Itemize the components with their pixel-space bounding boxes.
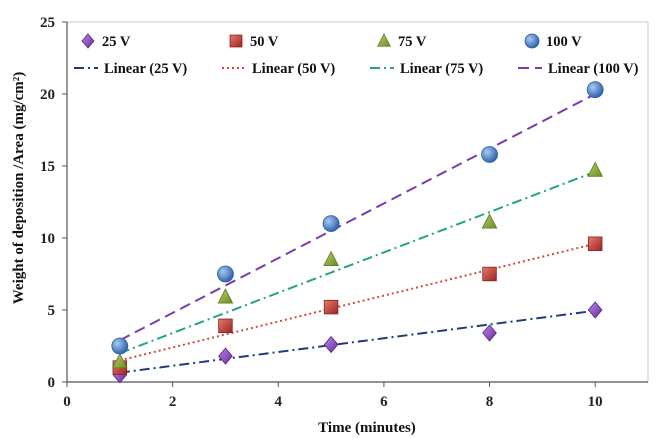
legend-label-series-3: 100 V (546, 34, 582, 50)
trend-line-series-3 (119, 93, 596, 342)
data-point-series-1 (218, 318, 233, 334)
legend-label-series-2: 75 V (398, 34, 427, 50)
y-tick-label: 25 (40, 15, 55, 31)
data-point-series-0 (323, 335, 339, 354)
legend-trend-label-series-0: Linear (25 V) (104, 61, 187, 77)
data-point-series-2 (323, 250, 339, 267)
trend-line-series-0 (119, 309, 596, 374)
data-point-series-2 (217, 288, 234, 304)
legend-trend-label-series-3: Linear (100 V) (548, 61, 639, 77)
data-point-series-2 (481, 213, 498, 229)
y-tick-label: 5 (48, 303, 56, 319)
x-tick-label: 0 (63, 394, 71, 410)
data-point-series-3 (217, 265, 234, 283)
data-point-series-1 (587, 236, 603, 251)
y-tick-label: 15 (40, 159, 55, 175)
y-axis-title: Weight of deposition /Area (mg/cm²) (11, 72, 27, 305)
data-point-series-0 (482, 324, 497, 342)
legend-trend-label-series-2: Linear (75 V) (400, 61, 483, 77)
y-tick-label: 10 (40, 231, 55, 247)
y-tick-label: 0 (48, 375, 56, 391)
data-point-series-3 (481, 146, 498, 163)
legend-marker-series-0 (81, 33, 95, 49)
data-point-series-1 (482, 266, 497, 282)
data-point-series-1 (323, 299, 339, 315)
x-tick-label: 6 (380, 394, 388, 410)
x-tick-label: 10 (588, 394, 603, 410)
x-axis-title: Time (minutes) (318, 420, 416, 436)
legend-trend-label-series-1: Linear (50 V) (252, 61, 335, 77)
data-point-series-3 (111, 337, 129, 355)
x-tick-label: 2 (169, 394, 177, 410)
legend-label-series-1: 50 V (250, 34, 279, 50)
data-point-series-3 (586, 81, 604, 99)
data-point-series-2 (111, 352, 128, 369)
x-tick-label: 4 (275, 394, 283, 410)
data-point-series-3 (322, 215, 340, 233)
trend-line-series-1 (119, 242, 596, 362)
legend-marker-series-2 (377, 33, 391, 47)
legend-marker-series-1 (229, 34, 243, 48)
data-point-series-0 (587, 301, 603, 319)
legend-label-series-0: 25 V (102, 34, 131, 50)
data-point-series-2 (587, 161, 604, 177)
y-tick-label: 20 (40, 87, 55, 103)
data-point-series-0 (218, 347, 233, 365)
x-tick-label: 8 (486, 394, 494, 410)
trend-line-series-2 (119, 170, 596, 355)
legend-marker-series-3 (524, 33, 540, 49)
